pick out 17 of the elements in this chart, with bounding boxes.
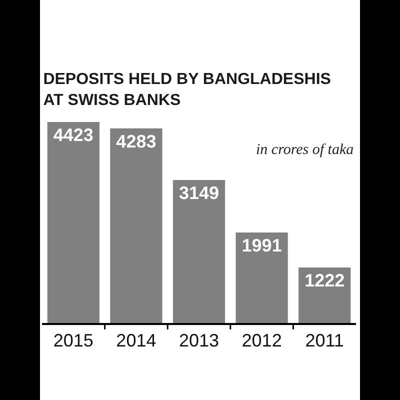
data-label: 3149 <box>178 182 220 203</box>
bar <box>110 128 162 323</box>
x-tick-label: 2013 <box>178 330 220 350</box>
x-tick-label: 2012 <box>242 330 282 350</box>
x-tick-label: 2011 <box>305 330 344 350</box>
text: in crores of taka <box>256 142 354 158</box>
bar <box>298 267 351 323</box>
data-label: 4423 <box>53 125 94 146</box>
data-label: 1991 <box>242 236 282 256</box>
data-label: 4283 <box>116 131 156 152</box>
bar <box>172 180 226 323</box>
data-label: 1222 <box>304 270 345 290</box>
bar <box>236 232 288 323</box>
bar <box>47 122 100 323</box>
x-tick-label: 2015 <box>53 330 94 350</box>
chart-title: DEPOSITS HELD BY BANGLADESHIS AT SWISS BANKS <box>43 71 332 109</box>
x-tick-label: 2014 <box>116 330 156 350</box>
